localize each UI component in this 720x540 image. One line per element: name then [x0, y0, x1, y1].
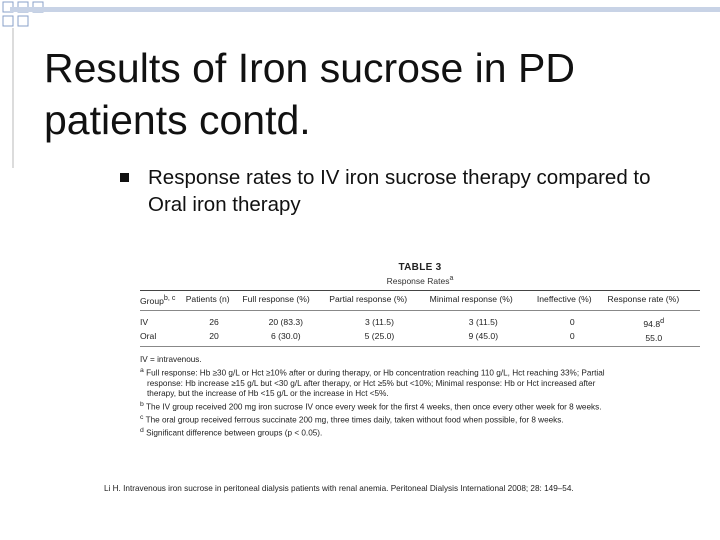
- bullet-text: Response rates to IV iron sucrose therap…: [148, 166, 651, 216]
- cell-minimal: 9 (45.0): [429, 329, 537, 348]
- footnote-a-line3: therapy, but the increase of Hb <15 g/L …: [147, 389, 389, 399]
- cell-group: IV: [140, 317, 149, 328]
- cell-full: 20 (83.3): [268, 317, 304, 328]
- cell-partial: 5 (25.0): [329, 329, 430, 348]
- title-side-rule: [12, 28, 14, 168]
- header-minimal-response: Minimal response (%): [429, 290, 537, 311]
- header-full-response: Full response (%): [242, 290, 330, 311]
- cell-ineffective: 0: [536, 329, 608, 348]
- response-rates-table: Groupb, c Patients (n) Full response (%)…: [140, 290, 700, 348]
- header-ineffective: Ineffective (%): [536, 290, 608, 311]
- footnote-c: c The oral group received ferrous succin…: [140, 413, 564, 425]
- cell-rate: 55.0: [607, 329, 700, 348]
- corner-decoration: [2, 1, 44, 27]
- table-number: TABLE 3: [398, 262, 442, 273]
- table-row: Oral 20 6 (30.0) 5 (25.0) 9 (45.0) 0 55.…: [140, 329, 700, 348]
- footnote-b: b The IV group received 200 mg iron sucr…: [140, 400, 602, 412]
- table-top-rule: [140, 289, 700, 291]
- cell-rate: 94.8d: [643, 316, 665, 329]
- header-patients: Patients (n): [185, 290, 243, 311]
- slide-title: Results of Iron sucrose in PD patients c…: [44, 45, 575, 143]
- cell-patients: 26: [209, 317, 219, 328]
- cell-partial: 3 (11.5): [364, 317, 394, 328]
- cell-group: Oral: [140, 329, 186, 348]
- table-caption: TABLE 3 Response Ratesa: [140, 262, 700, 287]
- table-title-mark: a: [449, 274, 454, 282]
- footnote-abbrev: IV = intravenous.: [140, 355, 202, 365]
- bullet-square-icon: [120, 173, 129, 182]
- table-row: IV 26 20 (83.3) 3 (11.5) 3 (11.5) 0 94.8…: [140, 310, 700, 329]
- cell-minimal: 3 (11.5): [468, 317, 498, 328]
- cell-full: 6 (30.0): [242, 329, 330, 348]
- footnote-a: a Full response: Hb ≥30 g/L or Hct ≥10% …: [140, 366, 605, 378]
- header-group: Groupb, c: [140, 290, 186, 311]
- footnote-a-line2: response: Hb increase ≥15 g/L but <30 g/…: [147, 378, 596, 388]
- header-partial-response: Partial response (%): [329, 290, 430, 311]
- response-rates-table-figure: TABLE 3 Response Ratesa Groupb, c Patien…: [140, 262, 700, 457]
- header-response-rate: Response rate (%): [607, 290, 700, 311]
- cell-ineffective: 0: [569, 317, 575, 328]
- table-title: Response Ratesa: [386, 274, 454, 286]
- table-header-row: Groupb, c Patients (n) Full response (%)…: [140, 290, 700, 311]
- citation: Li H. Intravenous iron sucrose in perito…: [104, 484, 574, 493]
- footnote-d: d Significant difference between groups …: [140, 427, 323, 438]
- top-accent-line: [10, 7, 720, 12]
- cell-patients: 20: [185, 329, 243, 348]
- table-footnotes: IV = intravenous. a Full response: Hb ≥3…: [140, 355, 700, 439]
